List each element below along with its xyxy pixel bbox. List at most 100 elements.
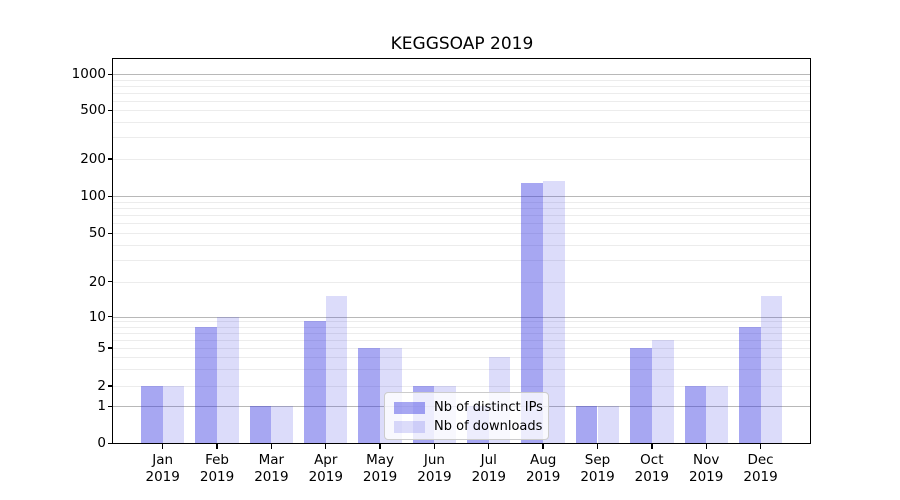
- x-tick-mark: [270, 444, 273, 449]
- x-tick-label: Mar 2019: [254, 452, 289, 485]
- x-tick-mark: [325, 444, 327, 449]
- y-tick-label: 100: [80, 188, 106, 205]
- chart-title: KEGGSOAP 2019: [390, 34, 534, 54]
- minor-gridline: [113, 339, 811, 341]
- minor-gridline: [113, 100, 811, 102]
- bar-distinct-ips: [304, 321, 326, 443]
- minor-gridline: [113, 347, 811, 349]
- minor-gridline: [113, 385, 811, 387]
- minor-gridline: [113, 321, 811, 323]
- y-tick-label: 1: [97, 398, 106, 415]
- bar-distinct-ips: [195, 326, 218, 443]
- minor-gridline: [113, 332, 811, 334]
- bar-distinct-ips: [738, 326, 761, 443]
- minor-gridline: [113, 223, 811, 225]
- legend-label: Nb of distinct IPs: [434, 400, 543, 415]
- y-tick-mark: [108, 158, 113, 160]
- minor-gridline: [113, 201, 811, 203]
- y-tick-mark: [108, 73, 113, 76]
- bar-downloads: [162, 385, 185, 443]
- bar-downloads: [760, 296, 783, 443]
- x-tick-label: Jan 2019: [145, 452, 180, 485]
- x-tick-label: Aug 2019: [525, 452, 561, 485]
- x-tick-label: Apr 2019: [308, 452, 343, 485]
- bar-downloads: [597, 406, 620, 443]
- x-tick-label: May 2019: [362, 452, 398, 485]
- x-tick-mark: [542, 444, 544, 449]
- y-tick-label: 2: [97, 377, 106, 394]
- y-tick-label: 50: [88, 225, 106, 242]
- y-tick-label: 5: [97, 339, 106, 356]
- bar-distinct-ips: [684, 385, 707, 443]
- minor-gridline: [113, 86, 811, 88]
- bar-distinct-ips: [358, 347, 381, 443]
- y-tick-mark: [108, 442, 113, 444]
- bar-distinct-ips: [630, 347, 652, 443]
- bar-downloads: [651, 339, 674, 443]
- bar-distinct-ips: [575, 406, 598, 443]
- x-tick-mark: [705, 444, 707, 449]
- minor-gridline: [113, 110, 811, 112]
- bar-distinct-ips: [141, 385, 163, 443]
- x-tick-mark: [596, 444, 599, 449]
- x-tick-label: Jul 2019: [471, 452, 506, 485]
- x-tick-label: Dec 2019: [743, 452, 778, 485]
- x-tick-label: Nov 2019: [689, 452, 724, 485]
- y-tick-label: 20: [88, 273, 106, 290]
- minor-gridline: [113, 326, 811, 328]
- x-tick-mark: [162, 444, 164, 449]
- legend-label: Nb of downloads: [434, 419, 543, 434]
- bar-downloads: [325, 296, 348, 443]
- x-tick-mark: [759, 444, 762, 449]
- x-tick-label: Feb 2019: [199, 452, 235, 485]
- legend-swatch-downloads: [394, 420, 425, 433]
- bar-downloads: [706, 385, 728, 443]
- minor-gridline: [113, 208, 811, 209]
- y-tick-label: 0: [97, 435, 106, 451]
- minor-gridline: [113, 79, 811, 81]
- plot-area: [113, 59, 811, 443]
- minor-gridline: [113, 158, 811, 160]
- legend-item: Nb of distinct IPs: [394, 398, 543, 417]
- major-gridline: [113, 196, 811, 198]
- x-tick-mark: [651, 444, 653, 449]
- y-tick-label: 500: [80, 102, 106, 119]
- x-tick-label: Jun 2019: [417, 452, 452, 485]
- y-tick-label: 1000: [71, 66, 106, 83]
- legend: Nb of distinct IPs Nb of downloads: [384, 392, 549, 440]
- minor-gridline: [113, 356, 811, 358]
- minor-gridline: [113, 122, 811, 124]
- x-tick-label: Oct 2019: [634, 452, 670, 485]
- y-tick-mark: [108, 195, 113, 198]
- x-tick-mark: [433, 444, 436, 449]
- y-tick-mark: [108, 347, 113, 349]
- legend-swatch-distinct-ips: [394, 401, 425, 414]
- minor-gridline: [113, 368, 811, 370]
- minor-gridline: [113, 233, 811, 235]
- bar-distinct-ips: [249, 406, 272, 443]
- y-tick-mark: [108, 405, 113, 408]
- minor-gridline: [113, 281, 811, 283]
- y-tick-mark: [108, 316, 113, 318]
- minor-gridline: [113, 244, 811, 246]
- x-tick-mark: [216, 444, 218, 449]
- bar-downloads: [217, 316, 239, 443]
- legend-item: Nb of downloads: [394, 417, 543, 436]
- bar-distinct-ips: [521, 182, 544, 443]
- major-gridline: [113, 316, 811, 318]
- bar-downloads: [543, 180, 565, 443]
- major-gridline: [113, 74, 811, 76]
- minor-gridline: [113, 260, 811, 262]
- minor-gridline: [113, 215, 811, 217]
- y-tick-label: 10: [88, 308, 106, 325]
- y-tick-mark: [108, 232, 113, 234]
- y-tick-mark: [108, 109, 113, 112]
- x-tick-mark: [379, 444, 381, 449]
- bar-downloads: [271, 406, 294, 443]
- y-tick-mark: [108, 385, 113, 387]
- x-tick-label: Sep 2019: [580, 452, 615, 485]
- x-tick-mark: [488, 444, 490, 449]
- y-tick-label: 200: [80, 150, 106, 167]
- minor-gridline: [113, 137, 811, 139]
